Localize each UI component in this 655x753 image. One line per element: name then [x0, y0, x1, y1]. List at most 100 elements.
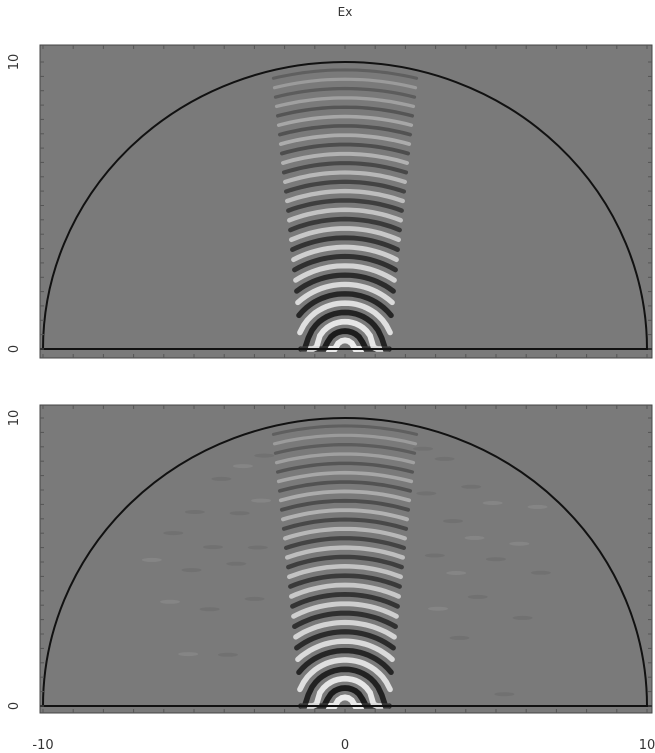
wavefront-crest	[287, 564, 403, 580]
wavefront-crest	[272, 433, 418, 446]
ripple-speckle	[416, 491, 437, 496]
wavefront-crest	[299, 318, 391, 352]
wavefront-trough	[292, 610, 398, 630]
ripple-speckle	[229, 511, 250, 516]
wavefront-trough	[296, 647, 394, 676]
wavefront-trough	[296, 291, 394, 319]
wavefront-trough	[277, 124, 413, 137]
x-tick-label: 10	[639, 738, 655, 753]
ripple-speckle	[217, 652, 238, 657]
panel-bottom	[39, 404, 653, 714]
ripple-speckle	[464, 535, 485, 540]
wavefront-trough	[290, 591, 400, 609]
wavefront-crest	[274, 96, 416, 109]
ripple-speckle	[244, 596, 265, 601]
wavefront-crest	[281, 151, 409, 165]
wavefront-crest	[278, 133, 412, 146]
wavefront-crest	[297, 657, 393, 693]
wavefront-trough	[286, 198, 404, 213]
tick-group	[40, 405, 652, 713]
ripple-speckle	[181, 568, 202, 573]
ripple-speckle	[530, 570, 551, 575]
semicircle-boundary	[42, 417, 648, 707]
tick-group	[40, 45, 652, 358]
wavefront-trough	[292, 253, 398, 273]
wavefront-trough	[298, 309, 392, 352]
ripple-speckle	[413, 446, 434, 451]
wavefront-crest	[291, 244, 399, 263]
wavefront-trough	[273, 86, 417, 99]
panel-top	[39, 44, 653, 359]
ripple-speckle	[485, 557, 506, 562]
ripple-speckle	[184, 510, 205, 514]
wavefront-trough	[290, 235, 400, 253]
wavefront-trough	[283, 536, 407, 551]
wavefront-crest	[283, 170, 407, 184]
wavefront-trough	[273, 442, 417, 455]
wavefront-trough	[298, 666, 392, 709]
wavefront-trough	[281, 517, 409, 531]
ripple-speckle	[178, 652, 199, 657]
wavefront-trough	[279, 142, 411, 156]
figure-title: Ex	[338, 5, 353, 19]
x-tick-label: 0	[341, 738, 349, 753]
y-tick-label: 10	[7, 410, 22, 427]
wavefront-trough	[294, 629, 396, 651]
wavefront-crest	[283, 526, 407, 541]
wavefront-crest	[299, 675, 391, 709]
ripple-speckle	[446, 571, 467, 575]
wavefront-crest	[297, 300, 393, 336]
wavefront-crest	[285, 188, 405, 204]
ripple-speckle	[424, 553, 445, 558]
wavefront-trough	[286, 554, 404, 570]
wavefront-crest	[285, 545, 405, 560]
wavefront-crest	[274, 452, 416, 465]
y-tick-label: 0	[7, 702, 22, 710]
ripple-speckle	[232, 464, 253, 469]
ripple-speckle	[467, 594, 488, 599]
ripple-speckle	[251, 498, 272, 503]
wavefront-trough	[279, 498, 411, 512]
wavefront-trough	[275, 461, 415, 474]
ripple-speckle	[428, 606, 448, 611]
wavefront-trough	[271, 68, 419, 80]
ripple-speckle	[527, 504, 548, 509]
ripple-speckle	[141, 557, 162, 562]
ripple-speckle	[199, 607, 220, 612]
wavefront-trough	[288, 573, 402, 589]
wavefront-crest	[295, 638, 395, 663]
ripple-speckle	[449, 635, 470, 640]
wavefront-crest	[289, 582, 401, 599]
wavefront-crest	[293, 619, 397, 640]
wavefront-crest	[295, 281, 395, 306]
ripple-speckle	[160, 599, 180, 604]
ripple-speckle	[163, 531, 184, 536]
wavefront-crest	[276, 114, 414, 127]
ripple-speckle	[254, 453, 275, 458]
wavefront-crest	[293, 263, 397, 283]
ripple-speckle	[443, 519, 463, 524]
wavefront-crest	[272, 77, 418, 90]
wavefront-crest	[289, 226, 401, 243]
wavefront-trough	[283, 179, 407, 194]
ripple-speckle	[494, 692, 515, 697]
wavefront-trough	[281, 161, 409, 175]
ripple-speckle	[461, 484, 482, 489]
wavefront-trough	[277, 480, 413, 493]
wavefront-crest	[278, 489, 412, 503]
wavefront-crest	[276, 470, 414, 484]
ripple-speckle	[203, 545, 223, 550]
ripple-speckle	[247, 545, 268, 550]
ripple-speckle	[482, 501, 503, 505]
wavefront-group	[141, 424, 551, 709]
wavefront-trough	[275, 105, 415, 118]
y-tick-label: 10	[7, 54, 22, 71]
ripple-speckle	[211, 476, 232, 481]
wavefront-crest	[291, 601, 399, 619]
wavefront-crest	[287, 207, 403, 223]
semicircle-boundary	[42, 61, 648, 350]
wavefront-trough	[288, 216, 402, 233]
x-tick-label: -10	[32, 738, 53, 753]
wavefront-crest	[281, 508, 409, 522]
